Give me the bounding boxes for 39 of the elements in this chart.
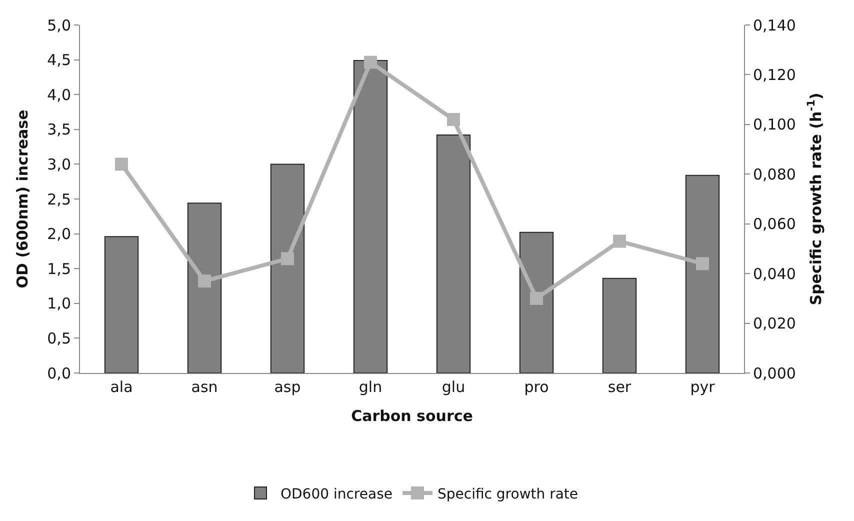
point <box>696 257 709 270</box>
y2-tick-label: 0,120 <box>753 66 796 84</box>
point <box>613 234 626 248</box>
y-tick-label: 2,5 <box>47 190 71 208</box>
point <box>198 274 211 288</box>
y2-tick-label: 0,140 <box>753 16 796 34</box>
point <box>447 112 460 126</box>
y2-tick-label: 0,060 <box>753 215 796 234</box>
y-axis-title: OD (600nm) increase <box>13 110 32 288</box>
point <box>530 292 543 305</box>
x-tick-label: asp <box>274 378 301 396</box>
y-tick-label: 2,0 <box>47 225 71 244</box>
y2-tick-label: 0,100 <box>753 116 796 134</box>
y2-tick-label: 0,040 <box>753 264 796 283</box>
y2-tick-label: 0,020 <box>753 314 796 333</box>
y-tick-label: 5,0 <box>47 16 71 34</box>
x-tick-label: glu <box>442 378 466 396</box>
x-tick-label: pyr <box>690 378 716 396</box>
legend-label: OD600 increase <box>280 486 392 502</box>
point <box>281 252 294 266</box>
y-tick-label: 4,5 <box>47 51 71 70</box>
y-tick-label: 0,5 <box>47 329 71 348</box>
y-tick-label: 3,0 <box>47 155 71 174</box>
y-tick-label: 1,5 <box>47 260 71 278</box>
x-tick-label: asn <box>191 378 218 396</box>
y-tick-label: 1,0 <box>47 294 71 313</box>
x-axis-title: Carbon source <box>351 407 473 425</box>
y-tick-label: 0,0 <box>47 364 71 382</box>
point <box>364 56 377 69</box>
x-tick-label: ala <box>110 378 133 396</box>
x-tick-label: gln <box>358 378 382 396</box>
x-tick-label: pro <box>524 378 549 396</box>
x-tick-label: ser <box>608 378 632 396</box>
y-tick-label: 4,0 <box>47 86 71 104</box>
y2-tick-label: 0,000 <box>753 364 796 382</box>
legend-label: Specific growth rate <box>437 486 578 502</box>
point <box>115 158 128 171</box>
y2-tick-label: 0,080 <box>753 165 796 184</box>
y-tick-label: 3,5 <box>47 120 71 139</box>
